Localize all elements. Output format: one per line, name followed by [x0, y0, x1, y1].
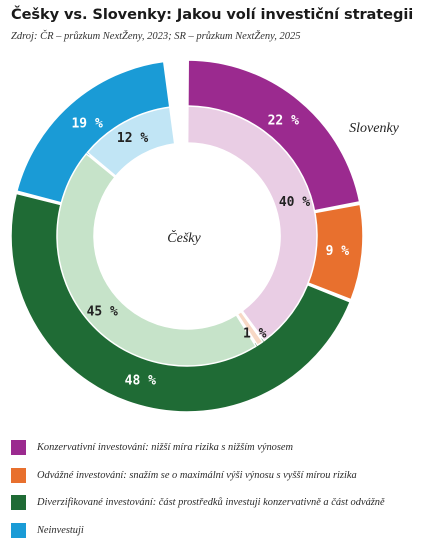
outer-label-0: 22 % — [268, 114, 299, 129]
legend-swatch — [11, 467, 26, 483]
inner-slice-0 — [186, 105, 318, 342]
legend-item-diverzifikovane: Diverzifikované investování: část prostř… — [11, 489, 436, 517]
inner-slice-1 — [236, 310, 264, 347]
series-label-slovenky: Slovenky — [349, 121, 400, 136]
series-label-cesky: Češky — [167, 229, 201, 246]
inner-slice-3 — [86, 106, 176, 178]
legend-item-odvazne: Odvážné investování: snažím se o maximál… — [11, 462, 436, 490]
inner-label-2: 45 % — [87, 305, 118, 320]
inner-ring-cesky — [56, 105, 318, 367]
legend-label: Neinvestuji — [37, 524, 84, 536]
legend-label: Konzervativní investování: nižší míra ri… — [37, 442, 293, 454]
legend-label: Diverzifikované investování: část prostř… — [37, 497, 385, 509]
legend-item-neinvestuji: Neinvestuji — [11, 517, 436, 544]
inner-slice-2 — [56, 152, 257, 367]
outer-label-2: 48 % — [125, 374, 156, 389]
inner-label-1: 1 % — [243, 327, 267, 342]
legend-item-konzervativni: Konzervativní investování: nižší míra ri… — [11, 434, 436, 462]
outer-label-1: 9 % — [326, 244, 350, 259]
donut-chart: 22 %9 %48 %19 %40 %1 %45 %12 % Slovenky … — [10, 59, 400, 413]
segment-labels: 22 % 9 % 48 % 19 % 40 % 1 % 45 % 12 % — [71, 114, 349, 389]
legend-swatch — [11, 522, 26, 538]
outer-label-3: 19 % — [71, 117, 102, 132]
legend-swatch — [11, 495, 26, 511]
outer-ring-slovenky — [10, 59, 364, 413]
legend-label: Odvážné investování: snažím se o maximál… — [37, 469, 357, 481]
chart-subtitle: Zdroj: ČR – průzkum NextŽeny, 2023; SR –… — [11, 31, 301, 42]
inner-label-0: 40 % — [279, 195, 310, 210]
legend-swatch — [11, 440, 26, 456]
inner-label-3: 12 % — [117, 131, 148, 146]
legend: Konzervativní investování: nižší míra ri… — [11, 434, 436, 544]
chart-title: Češky vs. Slovenky: Jakou volí investičn… — [11, 6, 414, 23]
